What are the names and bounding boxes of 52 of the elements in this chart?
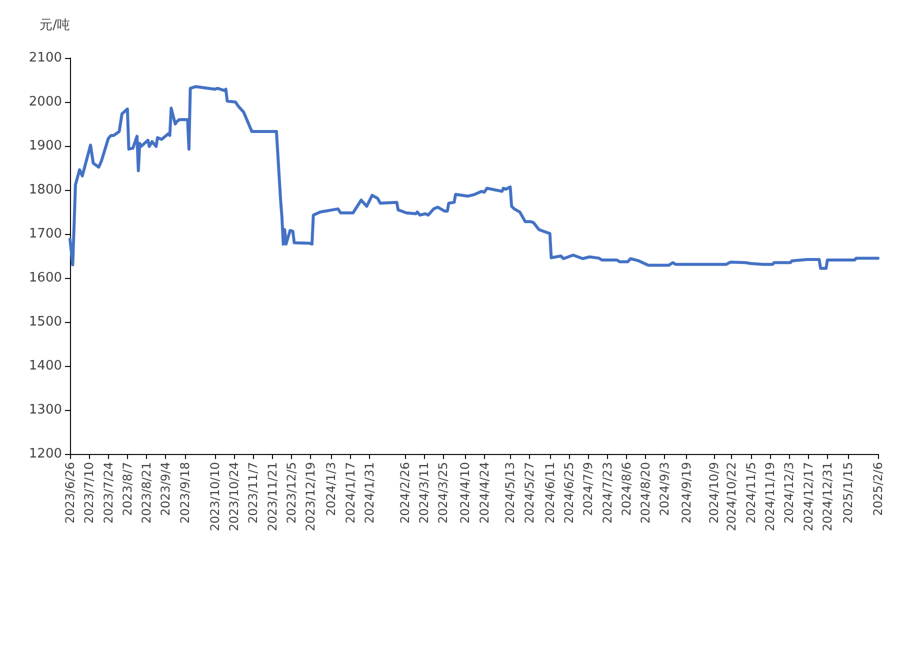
line-series (68, 85, 880, 270)
x-tick-label: 2024/10/9 (706, 462, 721, 524)
y-axis-title: 元/吨 (40, 18, 70, 33)
x-tick-label: 2024/5/27 (522, 462, 536, 524)
x-tick-label: 2023/12/5 (284, 462, 298, 524)
x-tick-label: 2024/6/25 (562, 462, 576, 524)
x-tick-label: 2023/10/10 (208, 462, 222, 532)
y-tick-label: 1300 (28, 402, 62, 418)
y-tick-label: 1600 (28, 270, 62, 286)
x-tick-label: 2024/2/26 (398, 462, 412, 524)
x-tick-label: 2024/8/20 (638, 462, 653, 524)
x-tick-label: 2024/7/23 (600, 462, 614, 524)
x-tick-label: 2024/7/9 (581, 462, 596, 516)
x-tick-label: 2024/8/6 (619, 462, 634, 516)
x-tick-label: 2024/9/19 (680, 462, 694, 524)
x-tick-label: 2024/11/19 (762, 462, 777, 532)
x-tick-label: 2023/10/24 (227, 462, 242, 532)
y-tick-label: 1200 (28, 446, 62, 462)
x-tick-label: 2024/9/3 (658, 462, 672, 516)
y-tick-label: 1400 (28, 358, 62, 374)
x-tick-label: 2024/12/31 (820, 462, 834, 532)
x-tick-label: 2024/1/3 (324, 462, 338, 516)
x-tick-label: 2024/1/31 (362, 462, 376, 524)
y-tick-label: 2100 (28, 50, 62, 66)
x-tick-label: 2023/12/19 (304, 462, 318, 532)
x-tick-label: 2023/8/21 (140, 462, 154, 524)
x-tick-label: 2023/7/24 (101, 462, 116, 524)
x-tick-label: 2024/12/3 (782, 462, 796, 524)
x-tick-label: 2024/3/25 (436, 462, 450, 524)
x-tick-label: 2024/3/11 (417, 462, 432, 524)
y-tick-label: 1500 (28, 314, 62, 330)
x-tick-label: 2024/4/10 (458, 462, 472, 524)
x-tick-label: 2023/7/10 (82, 462, 96, 524)
x-tick-label: 2024/6/11 (542, 462, 557, 524)
x-tick-label: 2024/5/13 (503, 462, 518, 524)
y-tick-label: 1900 (28, 138, 62, 154)
x-tick-label: 2023/9/4 (158, 462, 173, 516)
x-tick-label: 2024/4/24 (477, 462, 492, 524)
y-tick-label: 1700 (28, 226, 62, 242)
x-tick-label: 2023/11/7 (246, 462, 260, 524)
x-tick-label: 2025/1/15 (840, 462, 855, 524)
x-tick-label: 2024/1/17 (343, 462, 358, 524)
x-tick-label: 2023/11/21 (265, 462, 280, 532)
x-tick-label: 2024/12/17 (801, 462, 816, 532)
y-tick-label: 2000 (28, 94, 62, 110)
x-tick-label: 2023/6/26 (63, 462, 77, 524)
x-tick-label: 2025/2/6 (871, 462, 885, 516)
x-tick-label: 2024/10/22 (724, 462, 739, 532)
y-tick-label: 1800 (28, 182, 62, 198)
x-tick-label: 2024/11/5 (744, 462, 758, 524)
x-tick-label: 2023/8/7 (120, 462, 134, 516)
x-tick-label: 2023/9/18 (178, 462, 192, 524)
